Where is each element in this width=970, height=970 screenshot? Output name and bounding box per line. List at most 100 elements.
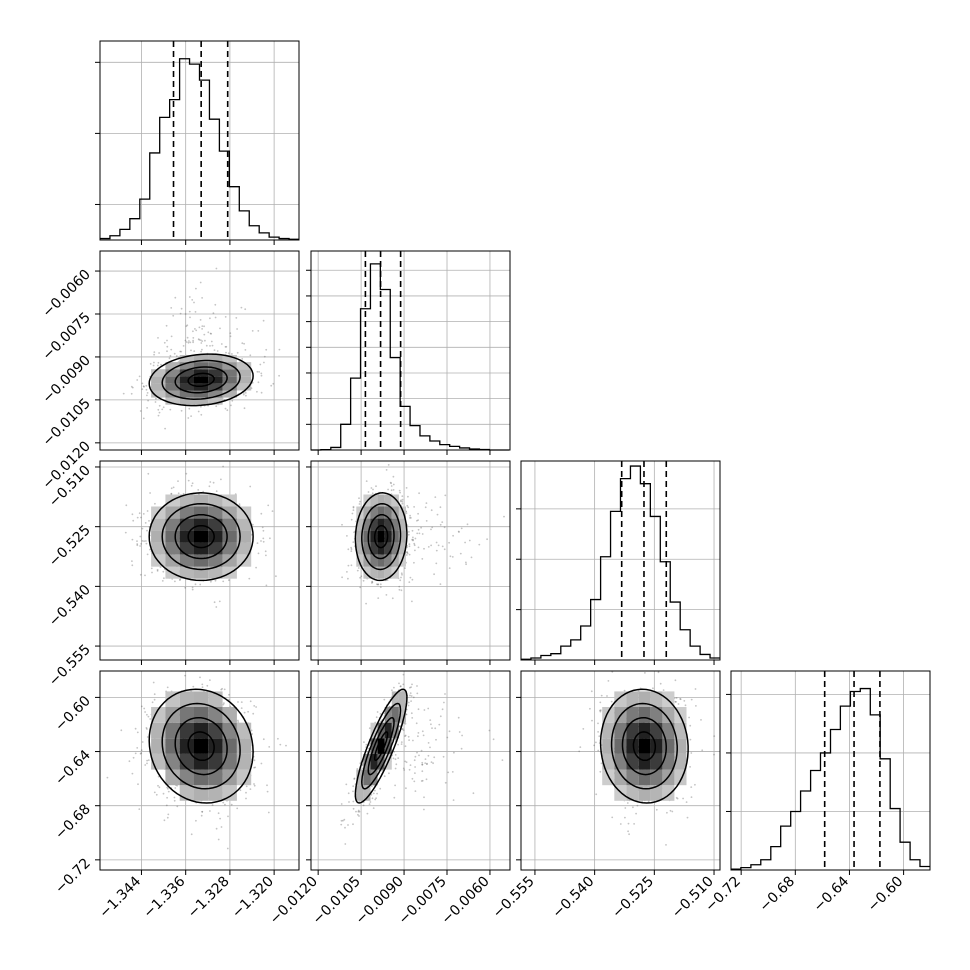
contour-line bbox=[148, 353, 254, 407]
scatter-point bbox=[174, 787, 177, 789]
scatter-point bbox=[245, 394, 247, 397]
scatter-point bbox=[413, 544, 416, 547]
scatter-point bbox=[201, 810, 204, 813]
scatter-point bbox=[244, 349, 247, 351]
scatter-point bbox=[217, 838, 220, 841]
scatter-point bbox=[197, 410, 200, 413]
density-cell bbox=[384, 542, 392, 555]
density-cell bbox=[363, 530, 371, 543]
grid-lines bbox=[731, 671, 930, 870]
density-cell bbox=[165, 383, 180, 391]
scatter-point bbox=[230, 404, 232, 407]
scatter-point bbox=[409, 694, 411, 697]
scatter-point bbox=[412, 536, 414, 539]
scatter-point bbox=[413, 542, 416, 545]
scatter-point bbox=[648, 662, 650, 664]
scatter-point bbox=[259, 363, 262, 366]
density-cell bbox=[194, 390, 209, 398]
scatter-point bbox=[272, 382, 275, 385]
scatter-point bbox=[409, 576, 412, 579]
density-cell bbox=[377, 554, 385, 567]
scatter-point bbox=[461, 734, 463, 737]
scatter-point bbox=[154, 401, 157, 403]
scatter-point bbox=[392, 475, 395, 478]
scatter-point bbox=[434, 496, 437, 498]
scatter-point bbox=[214, 579, 217, 582]
scatter-point bbox=[410, 712, 413, 715]
scatter-point bbox=[390, 482, 392, 485]
scatter-point bbox=[421, 761, 424, 764]
density-cell bbox=[165, 397, 180, 405]
contour-line bbox=[148, 492, 254, 582]
scatter-point bbox=[398, 489, 401, 492]
scatter-point bbox=[372, 807, 375, 809]
density-cell bbox=[377, 494, 385, 507]
scatter-point bbox=[197, 489, 200, 491]
scatter-point bbox=[146, 728, 148, 730]
scatter-point bbox=[166, 686, 169, 689]
scatter-point bbox=[398, 585, 401, 588]
scatter-point bbox=[358, 800, 361, 803]
density-cell bbox=[179, 390, 194, 398]
scatter-point bbox=[211, 344, 214, 347]
density-cell bbox=[370, 754, 378, 770]
scatter-point bbox=[352, 505, 355, 508]
scatter-point bbox=[147, 715, 150, 718]
scatter-point bbox=[444, 494, 447, 497]
scatter-point bbox=[262, 529, 265, 532]
scatter-point bbox=[149, 363, 152, 365]
density-cell bbox=[151, 518, 166, 531]
scatter-point bbox=[421, 770, 424, 773]
scatter-point bbox=[421, 730, 424, 733]
scatter-point bbox=[418, 492, 420, 495]
scatter-point bbox=[189, 341, 192, 344]
scatter-point bbox=[422, 734, 425, 737]
scatter-point bbox=[187, 341, 190, 344]
scatter-point bbox=[200, 814, 203, 817]
scatter-point bbox=[172, 314, 175, 317]
scatter-point bbox=[411, 600, 413, 603]
scatter-point bbox=[460, 527, 463, 530]
scatter-point bbox=[158, 411, 161, 414]
scatter-point bbox=[154, 502, 156, 505]
scatter-point bbox=[459, 552, 462, 555]
contour-line bbox=[148, 688, 254, 804]
scatter-point bbox=[397, 757, 400, 759]
scatter-point bbox=[265, 348, 268, 351]
scatter-point bbox=[213, 349, 216, 351]
scatter-point bbox=[410, 686, 412, 688]
scatter-point bbox=[413, 780, 416, 783]
scatter-point bbox=[145, 542, 148, 545]
density-cell bbox=[222, 530, 237, 543]
density-cell bbox=[165, 369, 180, 377]
scatter-point bbox=[385, 469, 388, 471]
scatter-point bbox=[371, 582, 373, 584]
scatter-point bbox=[157, 361, 160, 364]
scatter-point bbox=[399, 725, 401, 728]
density-cell bbox=[179, 722, 194, 739]
contour-line bbox=[373, 731, 389, 762]
scatter-point bbox=[430, 509, 433, 512]
scatter-point bbox=[411, 538, 413, 541]
scatter-point bbox=[401, 500, 404, 503]
scatter-point bbox=[407, 533, 410, 536]
scatter-point bbox=[192, 341, 195, 344]
scatter-point bbox=[157, 408, 160, 411]
scatter-point bbox=[435, 541, 438, 544]
density-cell bbox=[179, 530, 194, 543]
scatter-point bbox=[140, 543, 143, 545]
scatter-point bbox=[262, 738, 265, 741]
density-cell bbox=[377, 566, 385, 579]
scatter-point bbox=[161, 408, 164, 411]
scatter-point bbox=[160, 363, 162, 366]
scatter-point bbox=[170, 487, 173, 490]
scatter-point bbox=[131, 513, 134, 516]
scatter-point bbox=[170, 348, 173, 351]
density-cell bbox=[194, 542, 209, 555]
density-cell bbox=[356, 785, 364, 801]
scatter-point bbox=[218, 600, 221, 603]
scatter-point bbox=[220, 478, 222, 481]
density-cell bbox=[370, 518, 378, 531]
scatter-point bbox=[366, 812, 369, 815]
density-cell bbox=[384, 707, 392, 723]
